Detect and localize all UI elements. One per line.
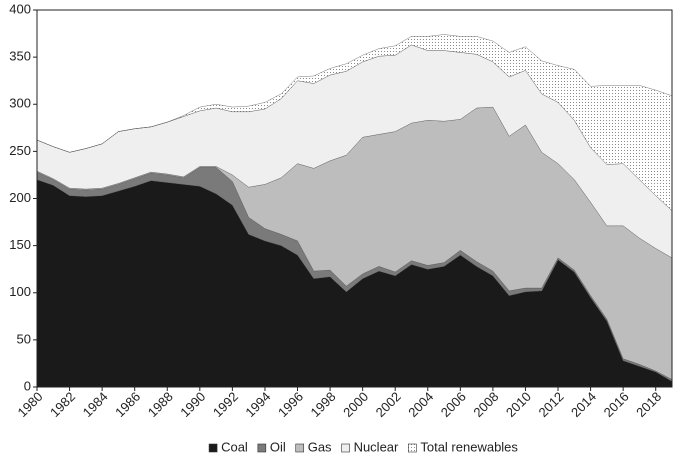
y-tick-label: 350 (9, 49, 31, 64)
legend-label: Gas (308, 439, 332, 454)
y-tick-label: 200 (9, 190, 31, 205)
x-tick-label: 2016 (601, 389, 632, 420)
x-tick-label: 2002 (373, 389, 404, 420)
x-tick-label: 1988 (145, 389, 176, 420)
x-tick-label: 1986 (112, 389, 143, 420)
x-tick-label: 1998 (308, 389, 339, 420)
y-tick-label: 100 (9, 284, 31, 299)
x-tick-label: 2000 (340, 389, 371, 420)
legend-swatch (408, 443, 417, 453)
x-tick-label: 1990 (177, 389, 208, 420)
legend-swatch (341, 443, 350, 453)
x-tick-label: 2010 (503, 389, 534, 420)
x-tick-label: 2004 (405, 389, 436, 420)
y-tick-label: 50 (17, 331, 31, 346)
area (37, 179, 672, 387)
legend-label: Coal (221, 439, 248, 454)
x-tick-label: 2008 (470, 389, 501, 420)
x-tick-label: 2014 (568, 389, 599, 420)
x-tick-label: 2012 (536, 389, 567, 420)
legend-label: Oil (270, 439, 286, 454)
legend: Coal Oil Gas Nuclear Total renewables (208, 439, 518, 454)
x-tick-label: 1982 (47, 389, 78, 420)
legend-swatch (208, 443, 218, 453)
y-tick-label: 400 (9, 1, 31, 16)
x-tick-label: 1992 (210, 389, 241, 420)
legend-swatch (257, 443, 267, 453)
x-tick-label: 1996 (275, 389, 306, 420)
legend-swatch (295, 443, 305, 453)
x-tick-label: 2006 (438, 389, 469, 420)
y-tick-label: 0 (24, 378, 31, 393)
legend-label: Total renewables (420, 439, 518, 454)
x-tick-label: 2018 (633, 389, 664, 420)
x-tick-label: 1984 (80, 389, 111, 420)
y-tick-label: 250 (9, 143, 31, 158)
y-tick-label: 300 (9, 96, 31, 111)
x-tick-label: 1994 (242, 389, 273, 420)
legend-label: Nuclear (354, 439, 399, 454)
x-tick-label: 1980 (14, 389, 45, 420)
y-tick-label: 150 (9, 237, 31, 252)
